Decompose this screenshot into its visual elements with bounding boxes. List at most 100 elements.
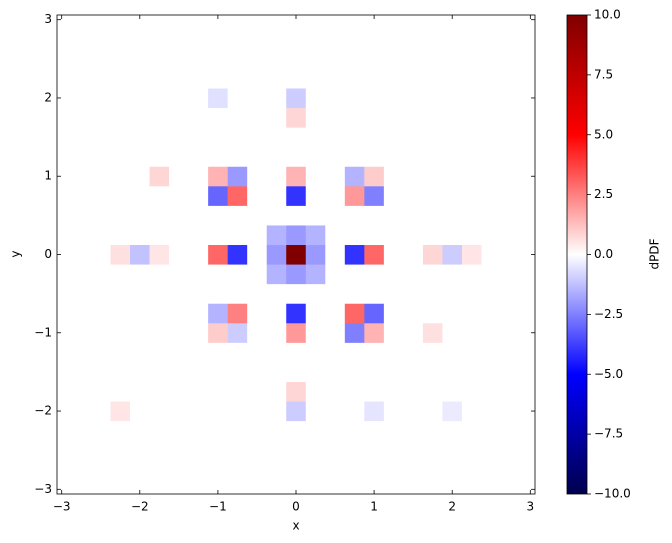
- heatmap-cell: [422, 440, 443, 461]
- heatmap-cell: [461, 166, 482, 187]
- heatmap-cell: [442, 146, 463, 167]
- heatmap-cell: [442, 88, 463, 109]
- heatmap-cell: [130, 29, 150, 50]
- heatmap-cell: [188, 342, 209, 363]
- heatmap-cell: [364, 244, 385, 265]
- x-tick-label: −2: [131, 500, 149, 514]
- heatmap-cell: [442, 244, 463, 265]
- y-tick-label: 0: [44, 247, 52, 261]
- heatmap-cell: [325, 459, 346, 480]
- heatmap-cell: [90, 166, 111, 187]
- heatmap-cell: [208, 264, 228, 285]
- heatmap-cell: [149, 225, 170, 246]
- heatmap-cell: [383, 15, 404, 30]
- heatmap-cell: [383, 401, 404, 422]
- heatmap-cell: [266, 283, 287, 304]
- heatmap-cell: [422, 303, 443, 324]
- heatmap-cell: [344, 29, 365, 50]
- heatmap-cell: [110, 29, 131, 50]
- heatmap-cell: [208, 166, 228, 187]
- heatmap-cell: [364, 303, 385, 324]
- heatmap-cell: [208, 68, 228, 89]
- heatmap-cell: [364, 322, 385, 343]
- heatmap-cell: [208, 186, 228, 206]
- heatmap-cell: [481, 205, 502, 226]
- heatmap-cell: [305, 381, 326, 402]
- heatmap-cell: [403, 283, 424, 304]
- heatmap-cell: [422, 479, 443, 494]
- heatmap-cell: [325, 440, 346, 461]
- heatmap-cell: [110, 420, 131, 441]
- heatmap-cell: [364, 166, 385, 187]
- heatmap-cell: [520, 205, 535, 226]
- heatmap-cell: [442, 381, 463, 402]
- heatmap-cell: [130, 68, 150, 89]
- heatmap-cell: [247, 459, 268, 480]
- heatmap-cell: [169, 88, 189, 109]
- heatmap-cell: [364, 420, 385, 441]
- heatmap-cell: [130, 322, 150, 343]
- heatmap-cell: [247, 322, 268, 343]
- heatmap-cell: [403, 440, 424, 461]
- heatmap-cell: [344, 459, 365, 480]
- heatmap-cell: [325, 420, 346, 441]
- heatmap-cell: [57, 49, 72, 69]
- heatmap-cell: [208, 244, 228, 265]
- heatmap-cell: [383, 479, 404, 494]
- x-tick-label: 0: [292, 500, 300, 514]
- heatmap-cell: [266, 49, 287, 69]
- heatmap-cell: [57, 166, 72, 187]
- heatmap-cell: [305, 459, 326, 480]
- heatmap-cell: [247, 15, 268, 30]
- heatmap-cell: [520, 68, 535, 89]
- heatmap-cell: [403, 264, 424, 285]
- heatmap-cell: [110, 15, 131, 30]
- heatmap-cell: [57, 205, 72, 226]
- heatmap-cell: [169, 146, 189, 167]
- heatmap-cell: [71, 283, 92, 304]
- heatmap-cell: [501, 244, 521, 265]
- heatmap-cell: [481, 127, 502, 148]
- heatmap-cell: [149, 362, 170, 382]
- heatmap-cell: [90, 225, 111, 246]
- heatmap-cell: [188, 127, 209, 148]
- heatmap-cell: [481, 107, 502, 128]
- colorbar: [566, 14, 588, 495]
- x-axis-label: x: [292, 519, 299, 533]
- heatmap-cell: [90, 459, 111, 480]
- heatmap-cell: [110, 107, 131, 128]
- heatmap-cell: [286, 29, 307, 50]
- heatmap-cell: [149, 420, 170, 441]
- heatmap-cell: [208, 401, 228, 422]
- heatmap-cell: [130, 88, 150, 109]
- heatmap-cell: [71, 205, 92, 226]
- heatmap-cell: [169, 303, 189, 324]
- heatmap-cell: [110, 264, 131, 285]
- heatmap-cell: [520, 381, 535, 402]
- heatmap-cell: [442, 15, 463, 30]
- heatmap-cell: [169, 342, 189, 363]
- heatmap-cell: [71, 49, 92, 69]
- heatmap-cell: [130, 15, 150, 30]
- heatmap-cell: [286, 440, 307, 461]
- heatmap-cell: [247, 186, 268, 206]
- heatmap-cell: [247, 225, 268, 246]
- heatmap-cell: [461, 283, 482, 304]
- heatmap-cell: [71, 127, 92, 148]
- heatmap-cell: [208, 49, 228, 69]
- heatmap-cell: [501, 146, 521, 167]
- x-tick-label: −3: [53, 500, 71, 514]
- heatmap-cell: [442, 401, 463, 422]
- heatmap-cell: [383, 283, 404, 304]
- heatmap-cell: [266, 186, 287, 206]
- heatmap-cell: [57, 420, 72, 441]
- heatmap-cell: [501, 225, 521, 246]
- heatmap-cell: [71, 107, 92, 128]
- heatmap-cell: [364, 68, 385, 89]
- heatmap-cell: [130, 459, 150, 480]
- heatmap-cell: [325, 342, 346, 363]
- heatmap-cell: [344, 186, 365, 206]
- heatmap-cell: [442, 186, 463, 206]
- heatmap-cell: [364, 479, 385, 494]
- heatmap-cell: [266, 146, 287, 167]
